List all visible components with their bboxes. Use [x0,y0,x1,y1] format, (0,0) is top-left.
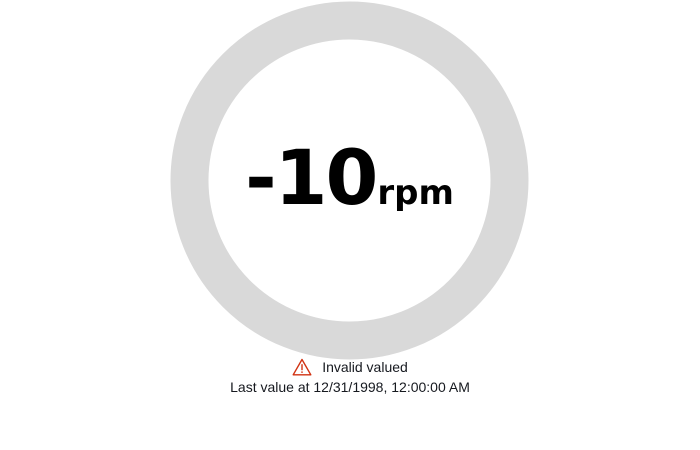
last-value-timestamp: Last value at 12/31/1998, 12:00:00 AM [230,379,470,395]
gauge-ring [170,1,529,360]
gauge-readout: -10 rpm [170,1,529,360]
gauge-value: -10 [245,132,378,222]
status-text: Invalid valued [322,359,408,375]
dial-gauge: -10 rpm [170,1,529,360]
status-message: Invalid valued [0,358,700,376]
value-group: -10 rpm [245,132,454,222]
warning-triangle-icon [292,358,312,376]
gauge-unit: rpm [377,172,454,213]
gauge-track [170,1,529,360]
